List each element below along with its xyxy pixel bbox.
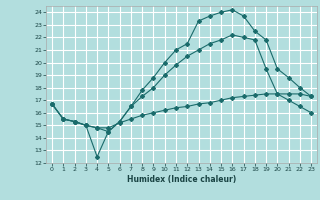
X-axis label: Humidex (Indice chaleur): Humidex (Indice chaleur)	[127, 175, 236, 184]
